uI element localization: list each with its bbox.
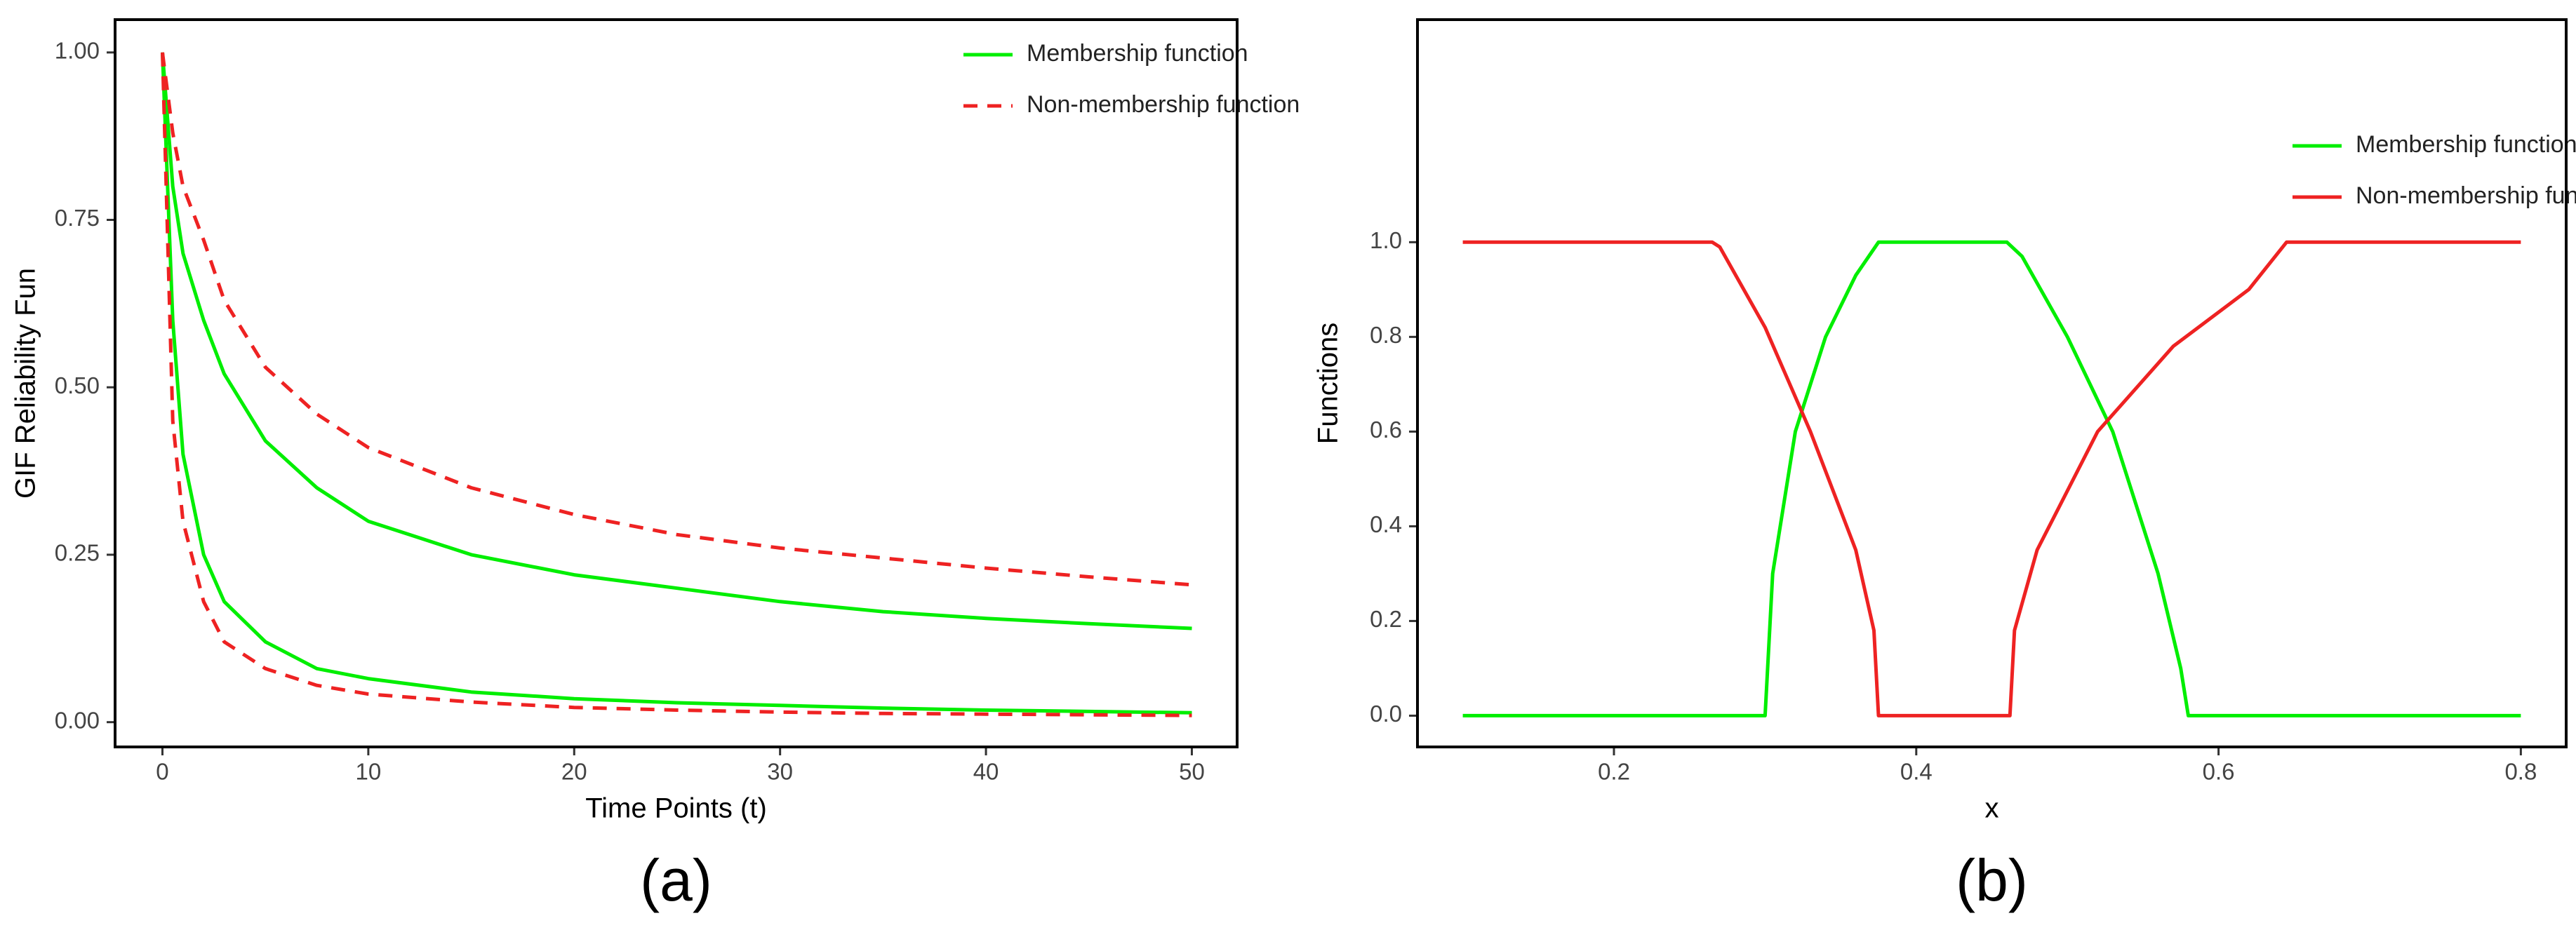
caption: (b)	[1956, 847, 2028, 913]
plot-frame	[114, 18, 1239, 748]
y-tick-label: 1.00	[55, 38, 100, 64]
y-tick-label: 0.8	[1370, 322, 1402, 348]
x-tick-label: 0.4	[1900, 759, 1933, 785]
x-axis-title: x	[1985, 793, 1999, 824]
x-tick-label: 20	[561, 759, 587, 785]
x-tick-label: 50	[1179, 759, 1205, 785]
y-tick-label: 0.75	[55, 205, 100, 231]
series-line	[161, 52, 1192, 717]
legend-label: Non-membership function	[2356, 182, 2576, 209]
x-tick-label: 10	[356, 759, 382, 785]
x-tick-label: 40	[973, 759, 999, 785]
legend-label: Non-membership function	[1027, 91, 1300, 118]
y-tick-label: 1.0	[1370, 227, 1402, 253]
x-tick-label: 0	[156, 759, 168, 785]
x-tick-label: 0.2	[1598, 759, 1630, 785]
series-line	[1462, 240, 2521, 717]
x-tick-label: 30	[767, 759, 793, 785]
y-tick-label: 0.25	[55, 540, 100, 566]
y-tick-label: 0.6	[1370, 417, 1402, 443]
y-axis-title: Functions	[1313, 323, 1344, 444]
plot-frame	[1416, 18, 2568, 748]
y-tick-label: 0.4	[1370, 511, 1402, 537]
y-tick-label: 0.50	[55, 372, 100, 398]
series-line	[161, 52, 1192, 631]
x-tick-label: 0.8	[2504, 759, 2537, 785]
x-tick-label: 0.6	[2203, 759, 2235, 785]
series-line	[161, 52, 1192, 715]
legend-label: Membership function	[2356, 131, 2576, 158]
y-tick-label: 0.00	[55, 707, 100, 733]
legend-label: Membership function	[1027, 40, 1248, 67]
series-line	[1462, 240, 2521, 717]
y-axis-title: GIF Reliability Fun	[11, 268, 41, 499]
y-tick-label: 0.2	[1370, 606, 1402, 632]
caption: (a)	[640, 847, 712, 913]
y-tick-label: 0.0	[1370, 701, 1402, 727]
x-axis-title: Time Points (t)	[585, 793, 767, 824]
